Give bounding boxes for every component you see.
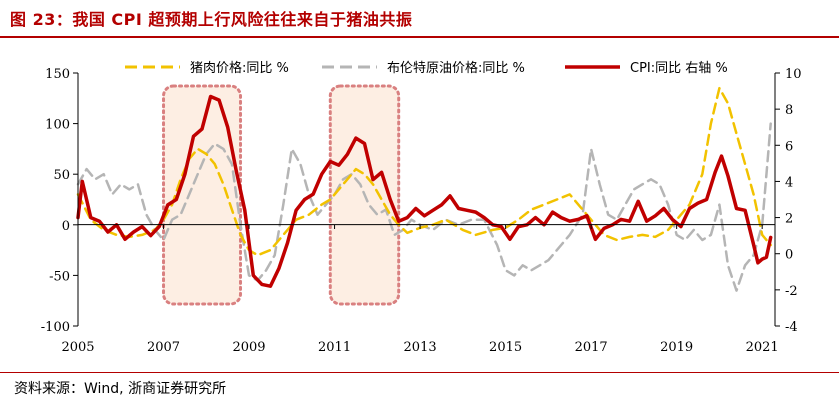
chart: -100 -50 0 50 100 150 -4 -2 0 2 4 6 8 10 2005 2007 2009 2… <box>41 60 802 355</box>
y-right-tick-label: 4 <box>785 175 793 190</box>
title-divider <box>0 36 839 38</box>
x-tick-label: 2019 <box>660 340 693 355</box>
y-left-tick-label: -100 <box>41 320 70 335</box>
source-divider <box>0 372 839 373</box>
x-tick-label: 2013 <box>404 340 437 355</box>
legend: 猪肉价格:同比 % 布伦特原油价格:同比 % CPI:同比 右轴 % <box>125 60 728 76</box>
y-left-tick-label: -50 <box>49 269 70 284</box>
x-tick-label: 2007 <box>147 340 180 355</box>
highlight-period-1 <box>162 84 242 306</box>
y-right-tick-label: -2 <box>785 284 798 299</box>
x-tick-label: 2011 <box>318 340 351 355</box>
y-right-tick-label: -4 <box>785 320 798 335</box>
y-left-tick-label: 150 <box>45 67 70 82</box>
x-tick-label: 2009 <box>232 340 265 355</box>
y-right-tick-label: 2 <box>785 212 793 227</box>
y-left-tick-label: 50 <box>53 168 70 183</box>
axes-layer: -100 -50 0 50 100 150 -4 -2 0 2 4 6 8 10 2005 2007 2009 2… <box>41 67 802 355</box>
legend-label-cpi: CPI:同比 右轴 % <box>630 61 728 76</box>
y-left-tick-label: 0 <box>62 219 70 234</box>
y-right-tick-label: 8 <box>785 103 793 118</box>
series-line-pork <box>76 86 772 257</box>
y-right-tick-label: 10 <box>785 67 802 82</box>
y-left-tick-label: 100 <box>45 118 70 133</box>
x-tick-label: 2017 <box>575 340 608 355</box>
figure-title: 图 23：我国 CPI 超预期上行风险往往来自于猪油共振 <box>10 10 413 29</box>
x-tick-label: 2021 <box>746 340 779 355</box>
x-tick-label: 2015 <box>489 340 522 355</box>
y-right-tick-label: 0 <box>785 248 793 263</box>
y-right-tick-label: 6 <box>785 139 793 154</box>
series-line-cpi <box>76 94 773 288</box>
source-note: 资料来源：Wind, 浙商证券研究所 <box>14 381 227 397</box>
x-tick-label: 2005 <box>61 340 94 355</box>
legend-label-oil: 布伦特原油价格:同比 % <box>387 60 525 76</box>
legend-label-pork: 猪肉价格:同比 % <box>190 60 289 76</box>
